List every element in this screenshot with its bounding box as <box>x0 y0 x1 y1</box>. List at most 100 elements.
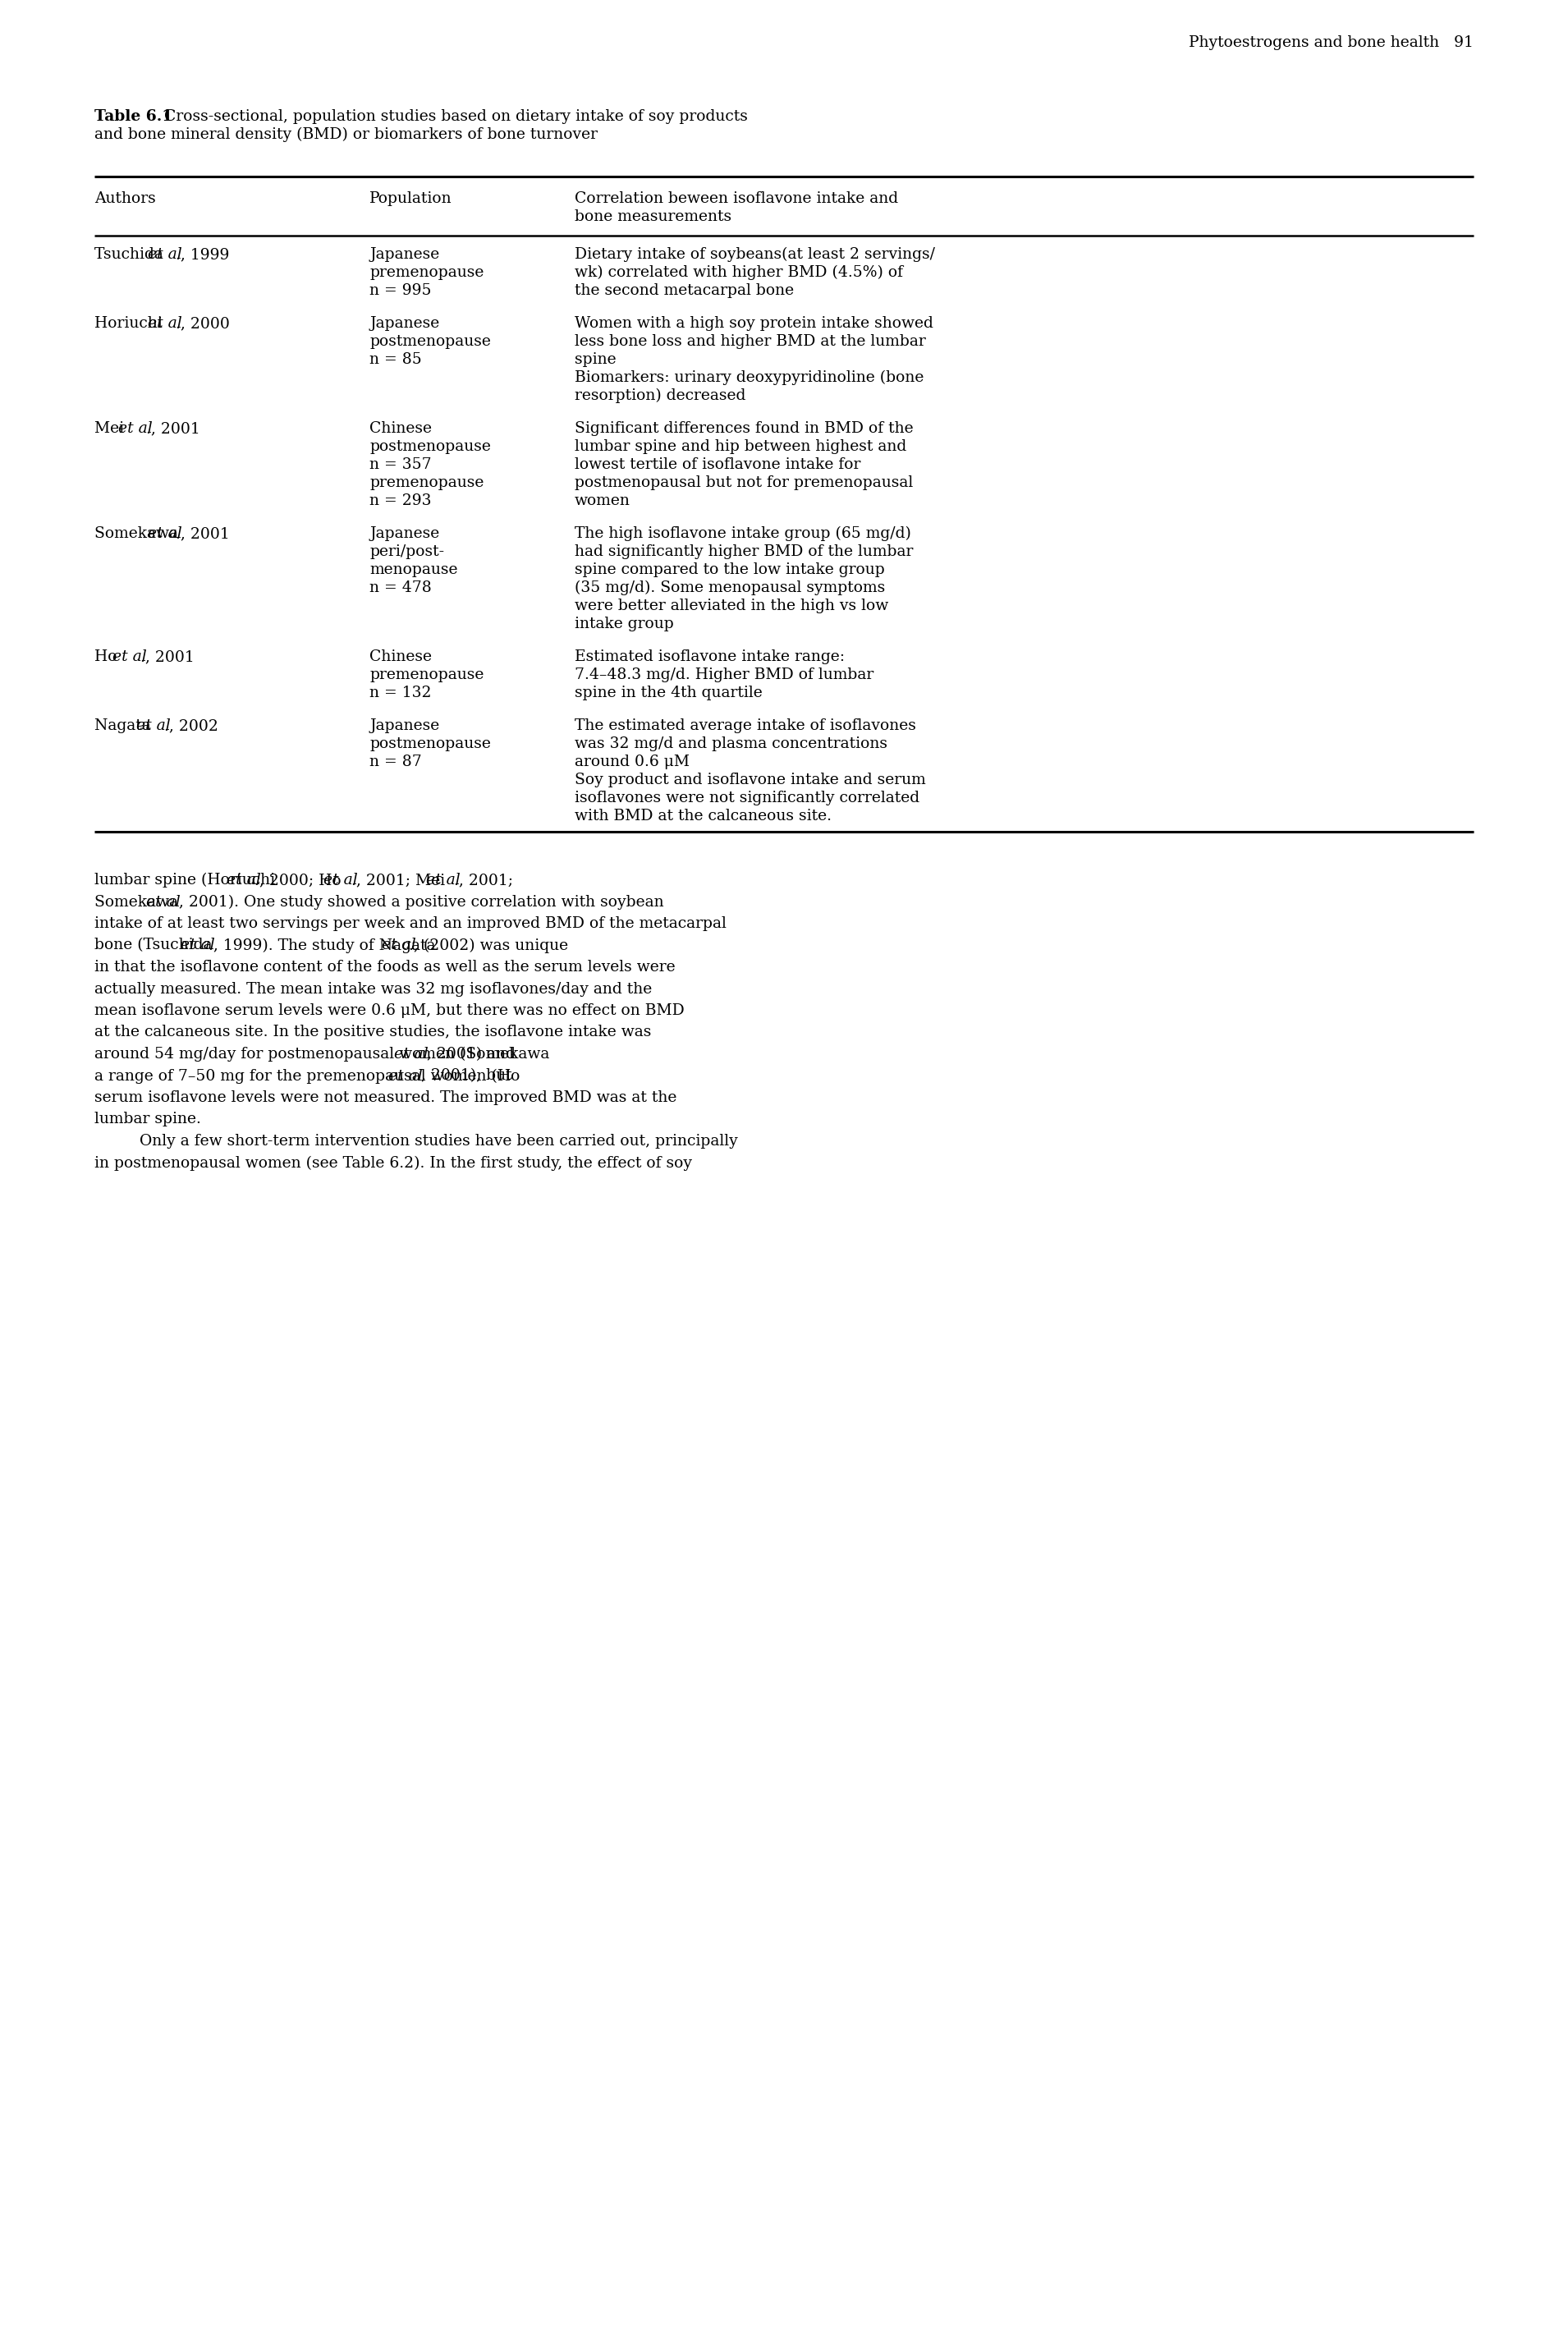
Text: spine: spine <box>574 351 616 368</box>
Text: ., 2000: ., 2000 <box>176 316 230 330</box>
Text: postmenopause: postmenopause <box>370 440 491 454</box>
Text: n = 85: n = 85 <box>370 351 422 368</box>
Text: et al: et al <box>394 1047 428 1061</box>
Text: et al: et al <box>147 316 182 330</box>
Text: The estimated average intake of isoflavones: The estimated average intake of isoflavo… <box>574 719 916 733</box>
Text: et al: et al <box>180 937 215 954</box>
Text: Nagata: Nagata <box>94 719 155 733</box>
Text: with BMD at the calcaneous site.: with BMD at the calcaneous site. <box>574 809 831 823</box>
Text: et al: et al <box>381 937 416 954</box>
Text: ., 2001; Mei: ., 2001; Mei <box>351 872 450 889</box>
Text: Japanese: Japanese <box>370 316 439 330</box>
Text: isoflavones were not significantly correlated: isoflavones were not significantly corre… <box>574 791 919 805</box>
Text: Correlation beween isoflavone intake and: Correlation beween isoflavone intake and <box>574 191 898 207</box>
Text: n = 87: n = 87 <box>370 754 422 770</box>
Text: Japanese: Japanese <box>370 247 439 263</box>
Text: et al: et al <box>147 526 182 542</box>
Text: serum isoflavone levels were not measured. The improved BMD was at the: serum isoflavone levels were not measure… <box>94 1091 677 1105</box>
Text: intake of at least two servings per week and an improved BMD of the metacarpal: intake of at least two servings per week… <box>94 916 726 930</box>
Text: in that the isoflavone content of the foods as well as the serum levels were: in that the isoflavone content of the fo… <box>94 961 676 975</box>
Text: Tsuchida: Tsuchida <box>94 247 168 263</box>
Text: spine compared to the low intake group: spine compared to the low intake group <box>574 563 884 577</box>
Text: et al: et al <box>147 247 182 263</box>
Text: et al: et al <box>426 872 461 889</box>
Text: Japanese: Japanese <box>370 719 439 733</box>
Text: premenopause: premenopause <box>370 668 485 682</box>
Text: Significant differences found in BMD of the: Significant differences found in BMD of … <box>574 421 914 435</box>
Text: mean isoflavone serum levels were 0.6 μM, but there was no effect on BMD: mean isoflavone serum levels were 0.6 μM… <box>94 1003 685 1019</box>
Text: postmenopausal but not for premenopausal: postmenopausal but not for premenopausal <box>574 475 913 491</box>
Text: (35 mg/d). Some menopausal symptoms: (35 mg/d). Some menopausal symptoms <box>574 582 886 595</box>
Text: Dietary intake of soybeans(at least 2 servings/: Dietary intake of soybeans(at least 2 se… <box>574 247 935 263</box>
Text: Estimated isoflavone intake range:: Estimated isoflavone intake range: <box>574 649 845 665</box>
Text: et al: et al <box>389 1068 423 1084</box>
Text: resorption) decreased: resorption) decreased <box>574 388 746 402</box>
Text: n = 995: n = 995 <box>370 284 431 298</box>
Text: ., 2001: ., 2001 <box>141 649 194 665</box>
Text: et al: et al <box>136 719 171 733</box>
Text: Somekawa: Somekawa <box>94 896 183 909</box>
Text: n = 132: n = 132 <box>370 686 431 700</box>
Text: around 54 mg/day for postmenopausal women (Somekawa: around 54 mg/day for postmenopausal wome… <box>94 1047 555 1061</box>
Text: was 32 mg/d and plasma concentrations: was 32 mg/d and plasma concentrations <box>574 737 887 751</box>
Text: wk) correlated with higher BMD (4.5%) of: wk) correlated with higher BMD (4.5%) of <box>574 265 903 279</box>
Text: premenopause: premenopause <box>370 475 485 491</box>
Text: women: women <box>574 493 630 507</box>
Text: Somekawa: Somekawa <box>94 526 183 542</box>
Text: Population: Population <box>370 191 452 207</box>
Text: et al: et al <box>227 872 262 889</box>
Text: ., 2002: ., 2002 <box>165 719 218 733</box>
Text: Chinese: Chinese <box>370 421 431 435</box>
Text: ., 2001) and: ., 2001) and <box>422 1047 516 1061</box>
Text: ., 2001), but: ., 2001), but <box>416 1068 511 1084</box>
Text: at the calcaneous site. In the positive studies, the isoflavone intake was: at the calcaneous site. In the positive … <box>94 1026 651 1040</box>
Text: ., 1999: ., 1999 <box>176 247 229 263</box>
Text: around 0.6 μM: around 0.6 μM <box>574 754 690 770</box>
Text: ., 2000; Ho: ., 2000; Ho <box>254 872 347 889</box>
Text: Ho: Ho <box>94 649 122 665</box>
Text: ., 2001;: ., 2001; <box>455 872 513 889</box>
Text: peri/post-: peri/post- <box>370 544 444 558</box>
Text: Table 6.1: Table 6.1 <box>94 109 172 123</box>
Text: less bone loss and higher BMD at the lumbar: less bone loss and higher BMD at the lum… <box>574 335 925 349</box>
Text: n = 293: n = 293 <box>370 493 431 507</box>
Text: a range of 7–50 mg for the premenopausal women (Ho: a range of 7–50 mg for the premenopausal… <box>94 1068 525 1084</box>
Text: in postmenopausal women (see Table 6.2). In the first study, the effect of soy: in postmenopausal women (see Table 6.2).… <box>94 1156 691 1170</box>
Text: Mei: Mei <box>94 421 129 435</box>
Text: menopause: menopause <box>370 563 458 577</box>
Text: bone measurements: bone measurements <box>574 209 732 223</box>
Text: lumbar spine.: lumbar spine. <box>94 1112 201 1126</box>
Text: Authors: Authors <box>94 191 155 207</box>
Text: Only a few short-term intervention studies have been carried out, principally: Only a few short-term intervention studi… <box>140 1133 739 1149</box>
Text: postmenopause: postmenopause <box>370 737 491 751</box>
Text: et al: et al <box>146 896 180 909</box>
Text: lowest tertile of isoflavone intake for: lowest tertile of isoflavone intake for <box>574 458 861 472</box>
Text: ., 2001: ., 2001 <box>176 526 230 542</box>
Text: Phytoestrogens and bone health   91: Phytoestrogens and bone health 91 <box>1189 35 1474 51</box>
Text: Cross-sectional, population studies based on dietary intake of soy products: Cross-sectional, population studies base… <box>154 109 748 123</box>
Text: the second metacarpal bone: the second metacarpal bone <box>574 284 793 298</box>
Text: had significantly higher BMD of the lumbar: had significantly higher BMD of the lumb… <box>574 544 913 558</box>
Text: Soy product and isoflavone intake and serum: Soy product and isoflavone intake and se… <box>574 772 925 789</box>
Text: intake group: intake group <box>574 616 674 630</box>
Text: Horiuchi: Horiuchi <box>94 316 168 330</box>
Text: and bone mineral density (BMD) or biomarkers of bone turnover: and bone mineral density (BMD) or biomar… <box>94 128 597 142</box>
Text: et al: et al <box>325 872 358 889</box>
Text: et al: et al <box>118 421 152 435</box>
Text: ., 2001: ., 2001 <box>146 421 201 435</box>
Text: spine in the 4th quartile: spine in the 4th quartile <box>574 686 762 700</box>
Text: lumbar spine (Horiuchi: lumbar spine (Horiuchi <box>94 872 281 889</box>
Text: lumbar spine and hip between highest and: lumbar spine and hip between highest and <box>574 440 906 454</box>
Text: 7.4–48.3 mg/d. Higher BMD of lumbar: 7.4–48.3 mg/d. Higher BMD of lumbar <box>574 668 873 682</box>
Text: et al: et al <box>113 649 146 665</box>
Text: ., 1999). The study of Nagata: ., 1999). The study of Nagata <box>209 937 441 954</box>
Text: ., (2002) was unique: ., (2002) was unique <box>409 937 569 954</box>
Text: The high isoflavone intake group (65 mg/d): The high isoflavone intake group (65 mg/… <box>574 526 911 542</box>
Text: were better alleviated in the high vs low: were better alleviated in the high vs lo… <box>574 598 889 614</box>
Text: n = 357: n = 357 <box>370 458 431 472</box>
Text: actually measured. The mean intake was 32 mg isoflavones/day and the: actually measured. The mean intake was 3… <box>94 982 652 996</box>
Text: Women with a high soy protein intake showed: Women with a high soy protein intake sho… <box>574 316 933 330</box>
Text: Japanese: Japanese <box>370 526 439 542</box>
Text: premenopause: premenopause <box>370 265 485 279</box>
Text: postmenopause: postmenopause <box>370 335 491 349</box>
